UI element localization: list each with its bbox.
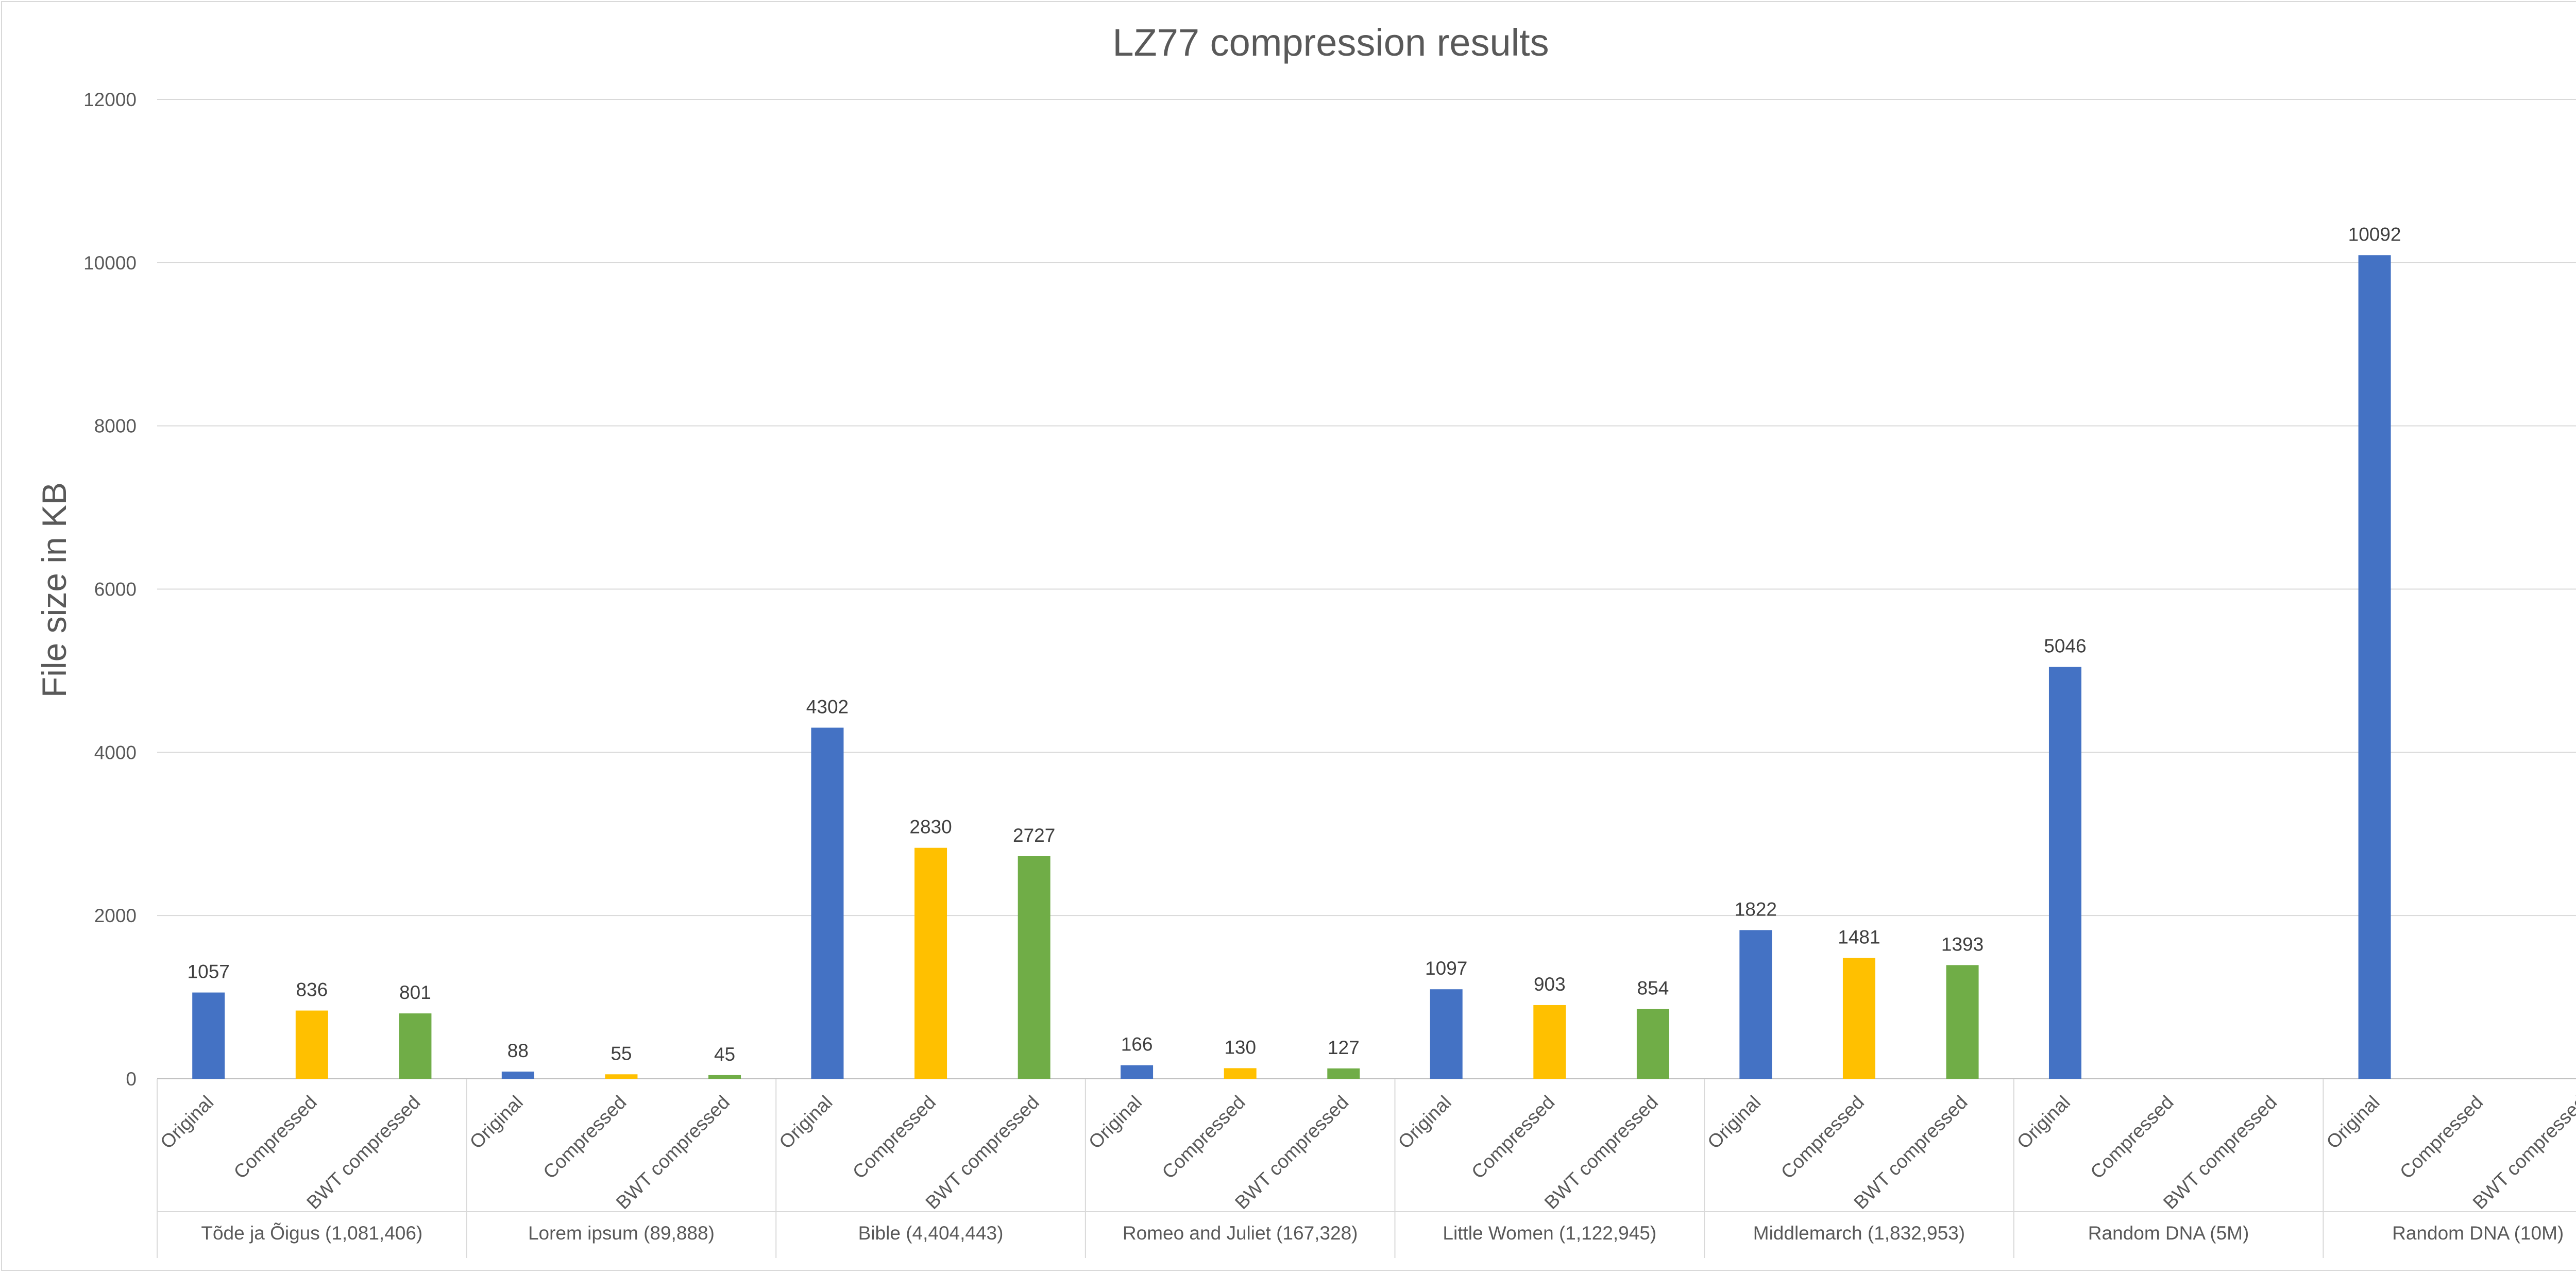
bar: [914, 847, 947, 1079]
group-label: Lorem ipsum (89,888): [528, 1223, 715, 1244]
x-tick-label: Original: [2013, 1092, 2074, 1153]
data-label: 1393: [1941, 933, 1984, 955]
group-label: Little Women (1,122,945): [1443, 1223, 1656, 1244]
x-tick-label: BWT compressed: [2159, 1092, 2281, 1213]
data-label: 4302: [806, 696, 849, 717]
x-tick-label: Compressed: [2086, 1092, 2177, 1183]
bar: [1121, 1065, 1154, 1079]
x-tick-label: BWT compressed: [612, 1092, 734, 1213]
bar: [399, 1013, 432, 1079]
bar: [1636, 1009, 1669, 1079]
data-label: 1097: [1425, 958, 1467, 979]
y-tick-label: 4000: [94, 742, 137, 763]
bar: [192, 992, 225, 1079]
y-tick-label: 8000: [94, 416, 137, 437]
data-label: 801: [399, 982, 431, 1003]
group-label: Random DNA (5M): [2088, 1223, 2249, 1244]
x-tick-label: Compressed: [539, 1092, 630, 1183]
x-tick-label: Original: [775, 1092, 836, 1153]
data-label: 2830: [909, 817, 952, 838]
data-label: 1481: [1838, 926, 1880, 947]
y-tick-label: 12000: [83, 89, 137, 110]
x-tick-label: BWT compressed: [1850, 1092, 1971, 1213]
bar: [295, 1010, 328, 1079]
group-label: Tõde ja Õigus (1,081,406): [201, 1223, 422, 1244]
bar: [1946, 965, 1979, 1079]
data-label: 55: [611, 1043, 632, 1064]
data-label: 88: [507, 1040, 529, 1061]
y-tick-label: 0: [126, 1068, 137, 1090]
x-tick-label: Compressed: [230, 1092, 321, 1183]
x-tick-label: Compressed: [1467, 1092, 1558, 1183]
data-label: 903: [1534, 974, 1566, 995]
x-tick-label: Original: [2323, 1092, 2384, 1153]
bar: [1224, 1068, 1257, 1079]
bar: [1430, 989, 1463, 1079]
data-label: 1057: [188, 961, 230, 982]
chart-title: LZ77 compression results: [1112, 21, 1549, 64]
x-tick-label: Original: [1394, 1092, 1455, 1153]
y-tick-label: 2000: [94, 905, 137, 926]
bar: [2048, 667, 2081, 1079]
data-label: 5046: [2044, 636, 2086, 657]
group-label: Random DNA (10M): [2392, 1223, 2564, 1244]
y-tick-label: 10000: [83, 252, 137, 274]
data-label: 854: [1637, 978, 1669, 999]
data-label: 10092: [2348, 224, 2401, 245]
x-tick-label: BWT compressed: [2469, 1092, 2576, 1213]
bar: [1842, 958, 1875, 1079]
bar: [1327, 1068, 1360, 1079]
x-tick-label: Compressed: [1777, 1092, 1868, 1183]
group-label: Middlemarch (1,832,953): [1753, 1223, 1965, 1244]
data-label: 45: [714, 1044, 735, 1065]
bar: [708, 1075, 741, 1079]
bar: [605, 1074, 638, 1079]
bar: [2358, 255, 2391, 1079]
x-tick-label: BWT compressed: [1540, 1092, 1662, 1213]
data-label: 2727: [1013, 825, 1055, 846]
x-tick-label: Original: [1084, 1092, 1146, 1153]
y-tick-label: 6000: [94, 579, 137, 600]
data-label: 127: [1328, 1037, 1360, 1058]
x-tick-label: Original: [156, 1092, 217, 1153]
group-label: Bible (4,404,443): [858, 1223, 1004, 1244]
bar: [501, 1072, 534, 1079]
y-axis-title: File size in KB: [35, 482, 73, 698]
x-tick-label: BWT compressed: [921, 1092, 1043, 1213]
group-label: Romeo and Juliet (167,328): [1123, 1223, 1358, 1244]
data-label: 1822: [1735, 898, 1777, 920]
bar: [811, 727, 844, 1079]
x-tick-label: Original: [1703, 1092, 1765, 1153]
x-tick-label: Compressed: [1158, 1092, 1249, 1183]
data-label: 836: [296, 979, 328, 1000]
x-tick-label: BWT compressed: [1231, 1092, 1352, 1213]
data-label: 130: [1224, 1037, 1256, 1058]
bar: [1018, 856, 1050, 1079]
x-tick-label: BWT compressed: [302, 1092, 424, 1213]
x-tick-label: Original: [466, 1092, 527, 1153]
bar: [1533, 1005, 1566, 1079]
x-tick-label: Compressed: [2396, 1092, 2487, 1183]
x-tick-label: Compressed: [849, 1092, 940, 1183]
data-label: 166: [1121, 1034, 1153, 1055]
bar: [1739, 930, 1772, 1079]
